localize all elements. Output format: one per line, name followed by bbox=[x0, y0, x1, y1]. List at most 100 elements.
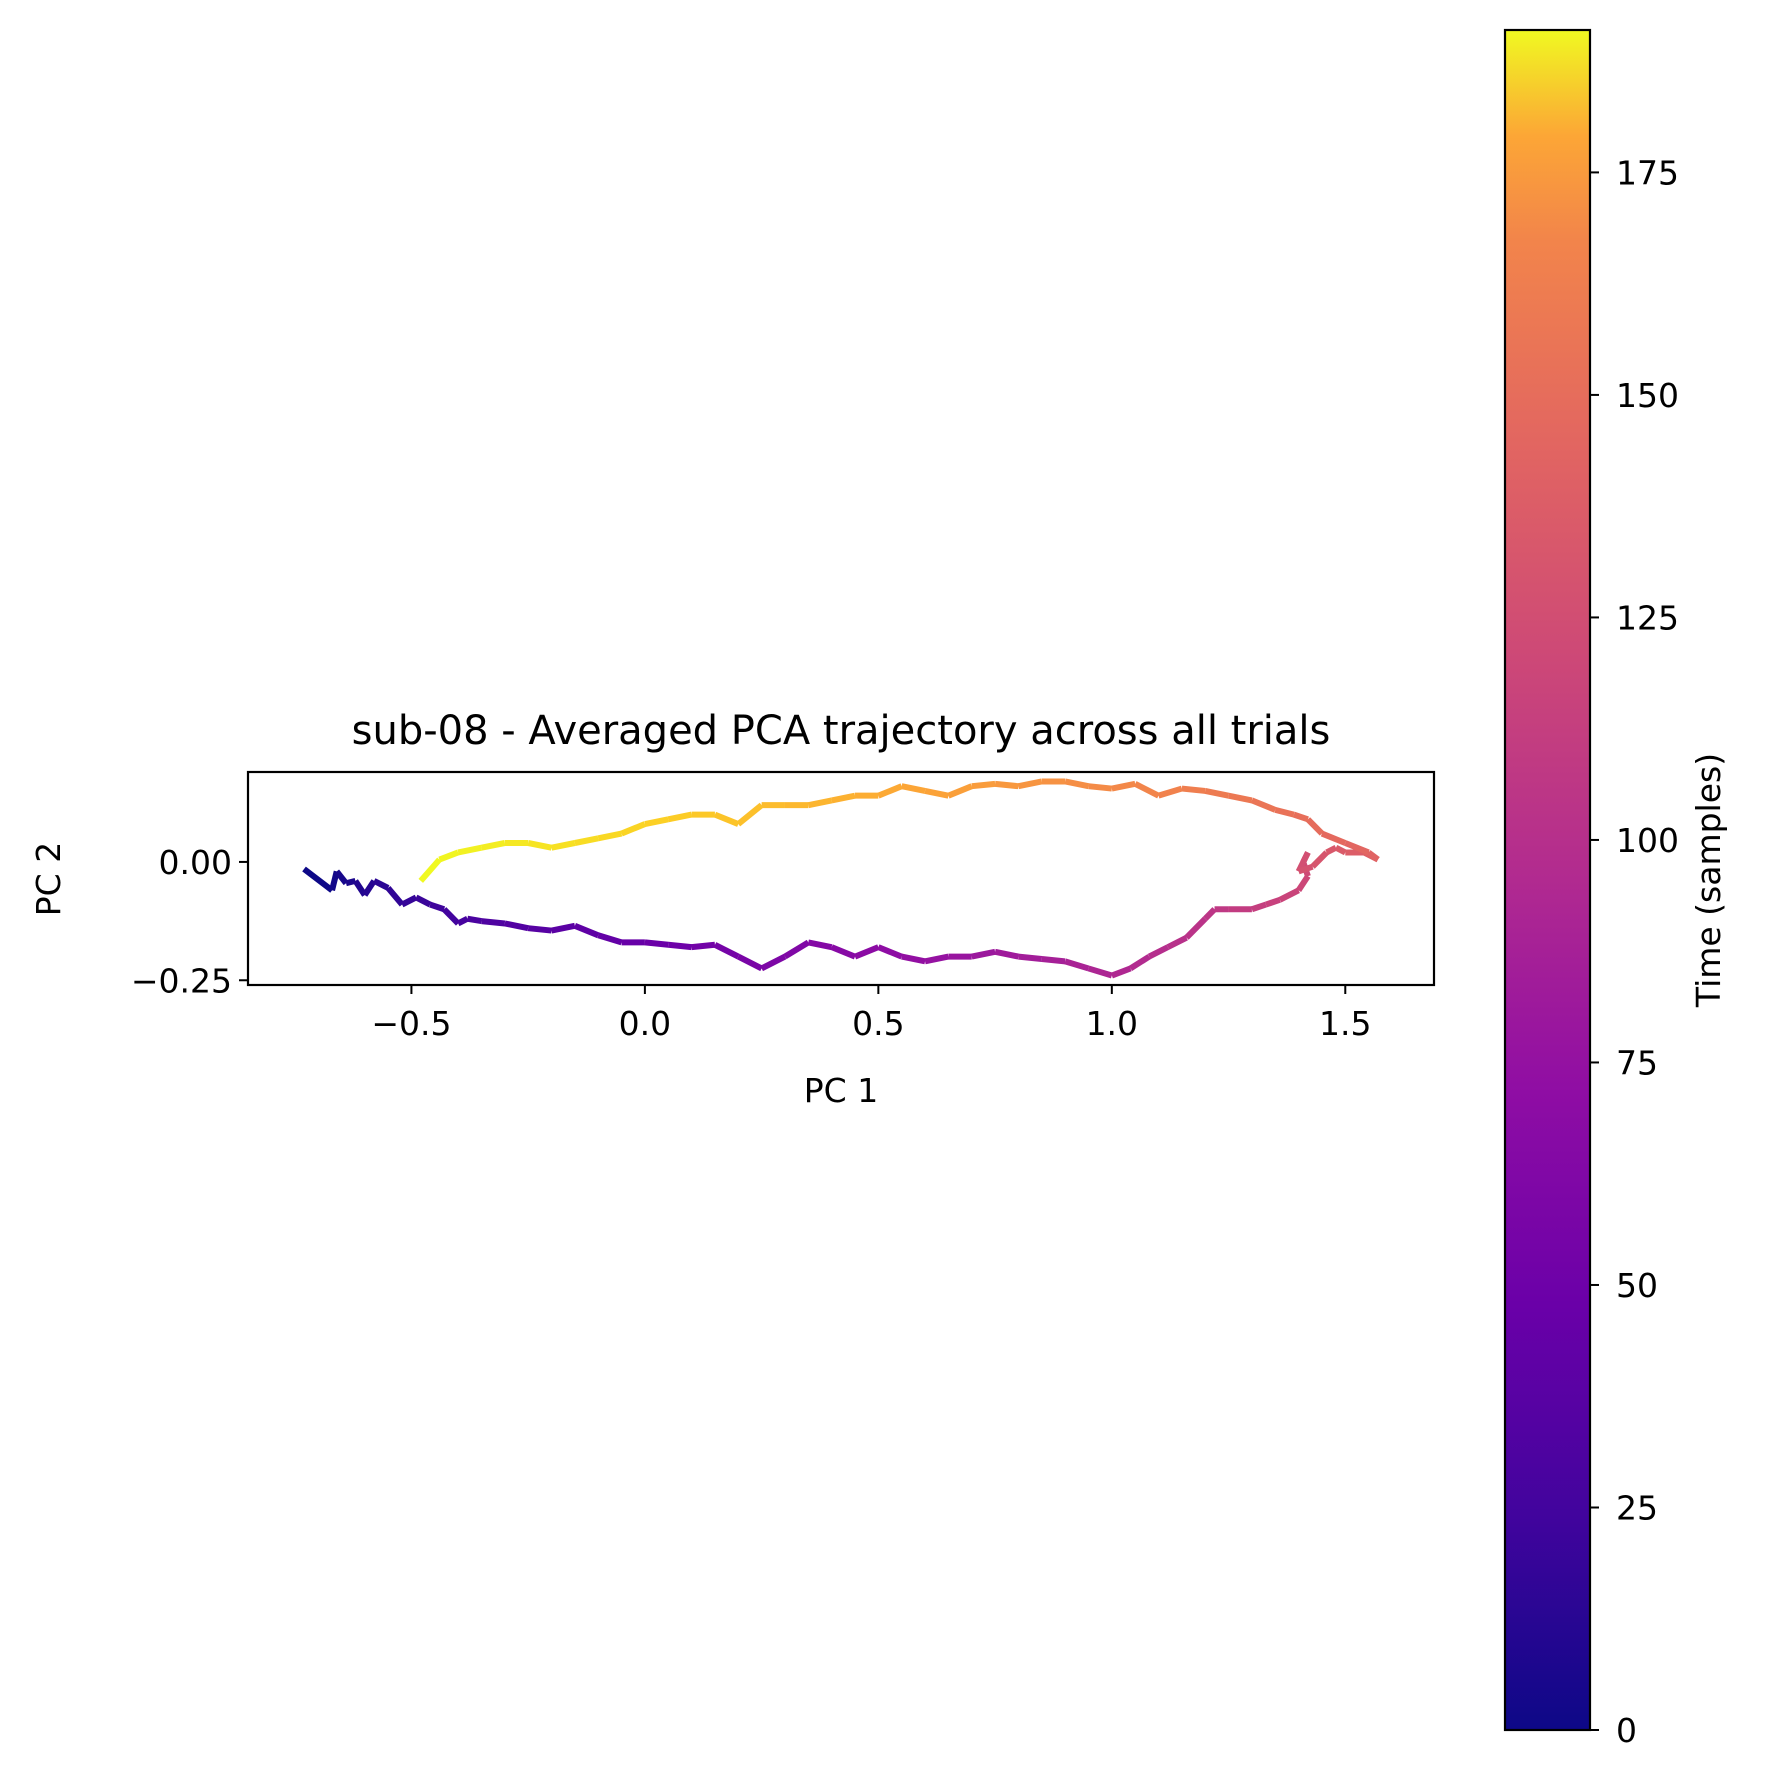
trajectory-segment bbox=[1128, 954, 1151, 971]
trajectory-segment bbox=[302, 866, 334, 893]
trajectory-segment bbox=[691, 941, 716, 951]
trajectory-segment bbox=[1018, 953, 1043, 962]
trajectory-segment bbox=[736, 802, 764, 827]
trajectory-segment bbox=[1147, 944, 1170, 960]
trajectory-segment bbox=[1250, 901, 1267, 913]
trajectory-segment bbox=[438, 849, 460, 863]
trajectory-segment bbox=[414, 894, 432, 908]
trajectory-segment bbox=[620, 821, 647, 837]
x-axis-label: PC 1 bbox=[804, 1071, 878, 1110]
trajectory-segment bbox=[372, 878, 390, 891]
trajectory-segment bbox=[1344, 840, 1370, 856]
trajectory-segment bbox=[831, 792, 856, 804]
trajectory-segment bbox=[1204, 787, 1230, 799]
trajectory-segment bbox=[971, 780, 996, 790]
trajectory-segment bbox=[853, 944, 880, 960]
x-tick-label: 1.5 bbox=[1319, 1004, 1371, 1043]
y-axis-label: PC 2 bbox=[29, 842, 68, 916]
trajectory-segment bbox=[783, 939, 810, 960]
trajectory-segment bbox=[527, 840, 553, 851]
trajectory-segment bbox=[1110, 965, 1132, 979]
trajectory-segment bbox=[1157, 785, 1183, 799]
trajectory-segment bbox=[1133, 781, 1160, 799]
trajectory-segment bbox=[400, 894, 418, 908]
trajectory-segment bbox=[1041, 955, 1066, 965]
colorbar-tick-label: 75 bbox=[1616, 1043, 1658, 1082]
trajectory-segment bbox=[1064, 778, 1090, 790]
colorbar-tick-label: 0 bbox=[1616, 1711, 1637, 1750]
trajectory-segment bbox=[994, 948, 1020, 960]
trajectory-segment bbox=[385, 886, 405, 907]
trajectory-segment bbox=[1087, 965, 1113, 979]
trajectory-segment bbox=[877, 944, 903, 960]
trajectory-segment bbox=[480, 840, 506, 851]
x-tick-label: 0.5 bbox=[852, 1004, 904, 1043]
trajectory-segment bbox=[1274, 806, 1295, 818]
trajectory-segment bbox=[1297, 863, 1314, 875]
plot-area-frame bbox=[246, 770, 1436, 987]
trajectory-segment bbox=[1184, 916, 1208, 940]
trajectory-segment bbox=[550, 922, 576, 934]
trajectory-segment bbox=[830, 944, 857, 960]
trajectory-segment bbox=[877, 783, 903, 799]
trajectory-segment bbox=[713, 942, 740, 960]
trajectory-segment bbox=[1278, 887, 1300, 903]
trajectory-segment bbox=[924, 953, 949, 965]
colorbar-tick-label: 150 bbox=[1616, 376, 1679, 415]
trajectory-segment bbox=[901, 783, 926, 794]
trajectory-segment bbox=[1296, 874, 1311, 892]
trajectory-segment bbox=[1203, 907, 1217, 921]
y-tick-label: 0.00 bbox=[159, 843, 232, 882]
trajectory-segment bbox=[429, 901, 446, 913]
trajectory-segment bbox=[713, 811, 740, 827]
trajectory-segment bbox=[1305, 817, 1325, 836]
colorbar-axis: 0 25 50 75 100 125 150 175 bbox=[1590, 153, 1679, 1750]
trajectory-segment bbox=[644, 816, 669, 828]
trajectory-segment bbox=[807, 939, 833, 951]
colorbar-tick-label: 175 bbox=[1616, 153, 1679, 192]
colorbar-tick-label: 125 bbox=[1616, 598, 1679, 637]
trajectory-segment bbox=[1064, 958, 1090, 972]
trajectory-segment bbox=[334, 869, 349, 886]
trajectory-segment bbox=[418, 857, 442, 883]
y-tick-label: −0.25 bbox=[131, 961, 232, 1000]
trajectory-segment bbox=[550, 840, 576, 851]
trajectory-segment bbox=[760, 953, 787, 972]
trajectory-segment bbox=[1250, 797, 1277, 813]
trajectory-segment bbox=[924, 787, 949, 799]
trajectory-segment bbox=[504, 920, 529, 932]
colorbar-tick-label: 100 bbox=[1616, 821, 1679, 860]
trajectory-segment bbox=[597, 830, 623, 842]
trajectory-segment bbox=[901, 953, 926, 965]
trajectory-segment bbox=[574, 835, 599, 846]
chart-title: sub-08 - Averaged PCA trajectory across … bbox=[352, 708, 1331, 754]
trajectory-segment bbox=[736, 953, 763, 972]
x-tick-label: 0.0 bbox=[619, 1004, 671, 1043]
colorbar-label: Time (samples) bbox=[1689, 753, 1728, 1008]
trajectory-segment bbox=[1181, 785, 1206, 794]
trajectory-segment bbox=[807, 797, 833, 809]
trajectory-segment bbox=[1017, 778, 1043, 790]
trajectory-segment bbox=[1227, 792, 1253, 804]
colorbar bbox=[1503, 28, 1592, 1732]
trajectory-segment bbox=[1334, 845, 1347, 856]
x-axis: −0.5 0.0 0.5 1.0 1.5 bbox=[371, 985, 1372, 1043]
trajectory-segment bbox=[947, 783, 973, 799]
x-tick-label: 1.0 bbox=[1086, 1004, 1138, 1043]
trajectory-segment bbox=[1111, 780, 1136, 792]
trajectory-segment bbox=[1366, 850, 1380, 862]
trajectory-segment bbox=[1088, 783, 1113, 792]
trajectory-segment bbox=[597, 932, 623, 946]
trajectory-segment bbox=[456, 916, 469, 927]
trajectory-segment bbox=[573, 923, 600, 939]
trajectory-segment bbox=[667, 811, 693, 823]
trajectory-segment bbox=[1166, 934, 1188, 950]
trajectory-line bbox=[302, 778, 1380, 979]
trajectory-segment bbox=[345, 877, 357, 887]
trajectory-segment bbox=[1325, 845, 1338, 856]
y-axis: 0.00 −0.25 bbox=[131, 843, 248, 1000]
trajectory-segment bbox=[1264, 896, 1281, 908]
colorbar-tick-label: 50 bbox=[1616, 1266, 1658, 1305]
colorbar-tick-label: 25 bbox=[1616, 1488, 1658, 1527]
